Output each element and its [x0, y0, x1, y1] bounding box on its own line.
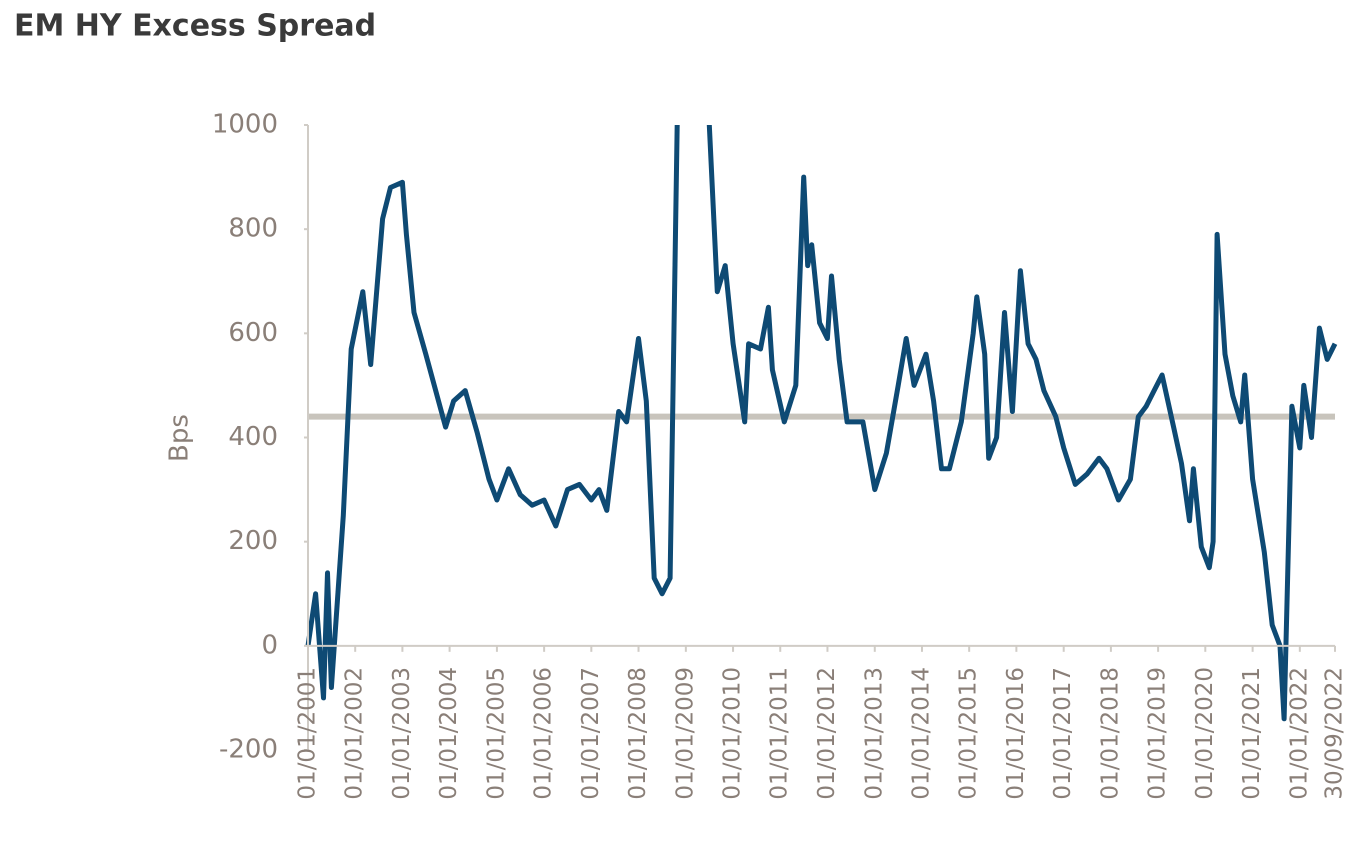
- x-tick-label: 01/01/2002: [342, 667, 368, 800]
- x-tick-label: 01/01/2001: [295, 667, 321, 800]
- x-tick-label: 01/01/2011: [767, 667, 793, 800]
- x-tick-label: 01/01/2013: [861, 667, 887, 800]
- x-tick-label: 01/01/2015: [956, 667, 982, 800]
- x-tick-label: 01/01/2012: [814, 667, 840, 800]
- x-tick-label: 01/01/2017: [1050, 667, 1076, 800]
- chart-title: EM HY Excess Spread: [14, 9, 376, 44]
- x-tick-label: 01/01/2008: [625, 667, 651, 800]
- x-tick-label: 01/01/2018: [1097, 667, 1123, 800]
- y-tick-label: 1000: [212, 110, 278, 140]
- y-tick-label: 200: [228, 526, 278, 556]
- plot-area: [305, 125, 1338, 722]
- x-tick-label: 01/01/2004: [436, 667, 462, 800]
- y-tick-label: 400: [228, 422, 278, 452]
- x-tick-label: 01/01/2021: [1239, 667, 1265, 800]
- x-tick-label: 01/01/2009: [672, 667, 698, 800]
- y-tick-label: 800: [228, 214, 278, 244]
- x-tick-label: 01/01/2016: [1003, 667, 1029, 800]
- x-tick-label: 01/01/2005: [483, 667, 509, 800]
- x-tick-label: 01/01/2019: [1145, 667, 1171, 800]
- line-series: [305, 125, 1338, 722]
- x-tick-label: 01/01/2022: [1286, 667, 1312, 800]
- y-tick-label: -200: [219, 735, 278, 765]
- x-tick-label: 01/01/2020: [1192, 667, 1218, 800]
- x-tick-label: 01/01/2006: [531, 667, 557, 800]
- x-tick-label: 01/01/2003: [389, 667, 415, 800]
- y-axis-label: Bps: [165, 414, 195, 462]
- y-tick-label: 0: [261, 630, 278, 660]
- x-tick-label: 01/01/2014: [908, 667, 934, 800]
- x-tick-label: 01/01/2007: [578, 667, 604, 800]
- x-tick-label: 01/01/2010: [720, 667, 746, 800]
- x-tick-label: 30/09/2022: [1322, 667, 1348, 800]
- y-tick-label: 600: [228, 318, 278, 348]
